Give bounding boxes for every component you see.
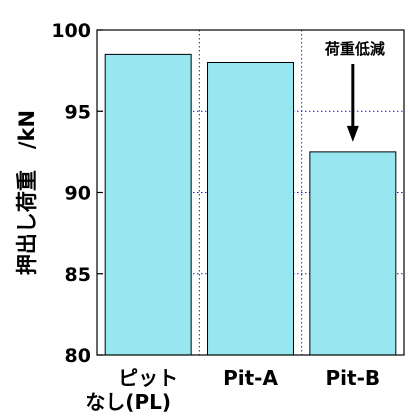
x-category-label: Pit-B [326, 366, 381, 390]
bar-series [104, 53, 397, 356]
annotation-label: 荷重低減 [325, 40, 385, 58]
annotation-arrow-head [346, 125, 359, 142]
y-axis-title: 押出し荷重 /kN [15, 110, 39, 275]
y-tick-label: 85 [65, 264, 91, 286]
x-category-label: Pit-A [223, 366, 278, 390]
x-axis-labels: ピットなし(PL) Pit-A Pit-B [85, 366, 380, 414]
annotation: 荷重低減 [325, 40, 385, 142]
y-axis-ticks: 80 85 90 95 100 [51, 20, 103, 367]
bar [207, 62, 294, 356]
y-tick-label: 80 [65, 345, 91, 367]
x-category-label: ピットなし(PL) [85, 366, 178, 414]
bar [104, 53, 192, 356]
y-tick-label: 100 [51, 20, 91, 42]
y-tick-label: 90 [65, 183, 91, 205]
y-tick-label: 95 [65, 101, 91, 123]
bar [309, 151, 397, 356]
